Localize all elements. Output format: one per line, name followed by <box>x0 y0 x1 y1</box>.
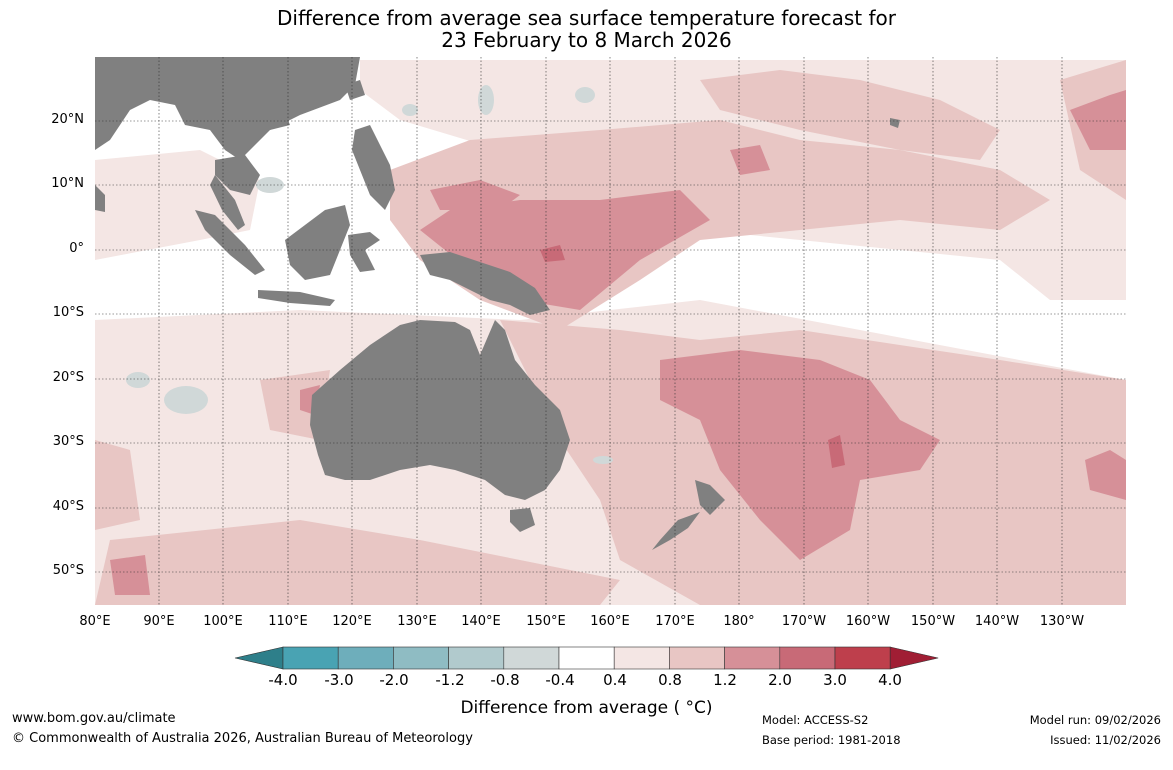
footer-model-run: Model run: 09/02/2026 <box>1029 713 1161 727</box>
lat-label-10s: 10°S <box>52 305 84 320</box>
footer-issued: Issued: 11/02/2026 <box>1050 733 1161 747</box>
lon-label-110e: 110°E <box>268 614 308 629</box>
lon-label-140w: 140°W <box>974 614 1020 629</box>
lon-label-170w: 170°W <box>781 614 827 629</box>
colorbar-tick: 4.0 <box>878 671 902 689</box>
colorbar-swatch <box>669 646 725 670</box>
lon-label-130e: 130°E <box>397 614 437 629</box>
lat-label-30s: 30°S <box>52 434 84 449</box>
lon-label-150e: 150°E <box>526 614 566 629</box>
colorbar-label: Difference from average ( °C) <box>460 698 713 718</box>
colorbar-swatch <box>337 646 394 670</box>
lon-label-170e: 170°E <box>655 614 695 629</box>
map-title-line-1: Difference from average sea surface temp… <box>276 6 896 30</box>
colorbar-tick: -0.8 <box>490 671 520 689</box>
lon-label-150w: 150°W <box>910 614 956 629</box>
colorbar-tick: 2.0 <box>768 671 792 689</box>
colorbar-tick: 0.8 <box>658 671 682 689</box>
colorbar-tick: -2.0 <box>379 671 409 689</box>
lon-label-130w: 130°W <box>1039 614 1085 629</box>
map-title-line-2: 23 February to 8 March 2026 <box>441 28 732 52</box>
colorbar-tick: 1.2 <box>713 671 737 689</box>
colorbar-swatch <box>503 646 560 670</box>
colorbar-arrow-high <box>889 646 939 670</box>
colorbar-swatch <box>282 646 339 670</box>
footer-base-period: Base period: 1981-2018 <box>762 733 901 747</box>
footer-url[interactable]: www.bom.gov.au/climate <box>12 711 176 726</box>
graticule <box>95 57 1126 605</box>
colorbar-swatch <box>834 646 891 670</box>
lat-label-20s: 20°S <box>52 370 84 385</box>
lon-label-160w: 160°W <box>845 614 891 629</box>
lon-label-90e: 90°E <box>143 614 175 629</box>
lat-label-10n: 10°N <box>51 176 84 191</box>
colorbar-swatch <box>613 646 670 670</box>
lon-label-80e: 80°E <box>79 614 111 629</box>
lat-label-50s: 50°S <box>52 563 84 578</box>
colorbar-swatch <box>393 646 449 670</box>
colorbar-tick: -0.4 <box>545 671 575 689</box>
colorbar-tick: 0.4 <box>603 671 627 689</box>
colorbar-swatch <box>779 646 836 670</box>
colorbar-tick: -3.0 <box>324 671 354 689</box>
lat-label-20n: 20°N <box>51 112 84 127</box>
footer-model: Model: ACCESS-S2 <box>762 713 869 727</box>
lon-label-120e: 120°E <box>332 614 372 629</box>
colorbar-tick: -4.0 <box>268 671 298 689</box>
lon-label-180: 180° <box>723 614 755 629</box>
lon-label-160e: 160°E <box>590 614 630 629</box>
colorbar-swatch <box>724 646 781 670</box>
colorbar-arrow-low <box>234 646 284 670</box>
lat-label-0: 0° <box>69 241 84 256</box>
land-masses <box>95 57 900 550</box>
colorbar-tick: -1.2 <box>435 671 465 689</box>
colorbar-tick: 3.0 <box>823 671 847 689</box>
footer-copyright: © Commonwealth of Australia 2026, Austra… <box>12 731 473 746</box>
colorbar-swatch <box>448 646 505 670</box>
lon-label-140e: 140°E <box>461 614 501 629</box>
colorbar-swatch <box>558 646 615 670</box>
lat-label-40s: 40°S <box>52 499 84 514</box>
lon-label-100e: 100°E <box>203 614 243 629</box>
